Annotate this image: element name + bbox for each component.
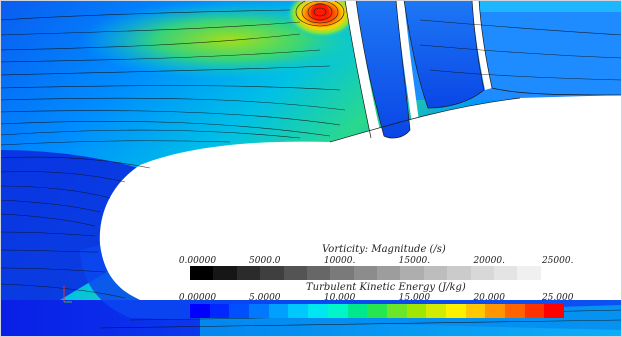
vorticity-tick-label: 20000. (473, 256, 505, 266)
vortex-core-center (311, 3, 329, 21)
geometry-outlines (329, 0, 622, 143)
tke-swatch (268, 304, 289, 318)
tke-swatch (505, 304, 525, 318)
vorticity-swatch (306, 266, 331, 280)
tke-tick-label: 25.000 (541, 293, 574, 303)
tke-swatch (445, 304, 466, 318)
tke-swatch (426, 304, 446, 318)
vorticity-tick-label: 10000. (323, 256, 356, 266)
vorticity-swatch (213, 266, 237, 280)
vorticity-swatch (423, 266, 448, 280)
vorticity-swatch (400, 266, 424, 280)
vorticity-swatch (236, 266, 261, 280)
tke-swatch (485, 304, 505, 318)
tke-tick-label: 0.00000 (178, 293, 217, 303)
vorticity-swatch (377, 266, 401, 280)
tke-tick-label: 10.000 (323, 293, 356, 303)
vorticity-swatch (283, 266, 307, 280)
tke-swatch (327, 304, 348, 318)
tke-swatch (347, 304, 368, 318)
tke-legend-title: Turbulent Kinetic Energy (J/kg) (306, 282, 466, 293)
slot-gap-3 (472, 0, 492, 90)
tke-tick-label: 15.000 (398, 293, 431, 303)
vorticity-tick-label: 0.00000 (178, 256, 217, 266)
airfoil-body (99, 95, 622, 300)
vorticity-swatch (353, 266, 377, 280)
vorticity-color-bar (190, 266, 564, 280)
vorticity-swatch (493, 266, 518, 280)
tke-swatch (544, 304, 565, 318)
flap-element-1 (356, 0, 410, 138)
vorticity-swatch (447, 266, 471, 280)
vorticity-swatch (190, 266, 214, 280)
tke-tick-label: 5.0000 (249, 293, 281, 303)
tke-swatch (288, 304, 309, 318)
axis-triad-icon (63, 286, 72, 303)
vortex-streamlines (295, 0, 345, 27)
tke-swatch (190, 304, 210, 318)
vorticity-swatch (517, 266, 541, 280)
flap-element-2 (404, 0, 484, 108)
vorticity-swatch (470, 266, 494, 280)
tke-swatch (386, 304, 407, 318)
tke-swatch (249, 304, 269, 318)
tke-color-bar (190, 304, 565, 318)
vorticity-swatch (540, 266, 564, 280)
vorticity-legend-title: Vorticity: Magnitude (/s) (322, 244, 446, 255)
slot-gap-1 (345, 0, 382, 138)
vorticity-swatch (330, 266, 354, 280)
tke-swatch (209, 304, 230, 318)
vorticity-swatch (260, 266, 284, 280)
tke-swatch (367, 304, 387, 318)
vorticity-tick-label: 15000. (398, 256, 431, 266)
tke-tick-label: 20.000 (473, 293, 505, 303)
tke-swatch (465, 304, 486, 318)
tke-swatch (308, 304, 328, 318)
vorticity-tick-label: 5000.0 (249, 256, 281, 266)
slot-gap-2 (396, 0, 420, 130)
tke-swatch (524, 304, 545, 318)
tke-swatch (229, 304, 250, 318)
vorticity-tick-label: 25000. (541, 256, 574, 266)
tke-swatch (406, 304, 427, 318)
